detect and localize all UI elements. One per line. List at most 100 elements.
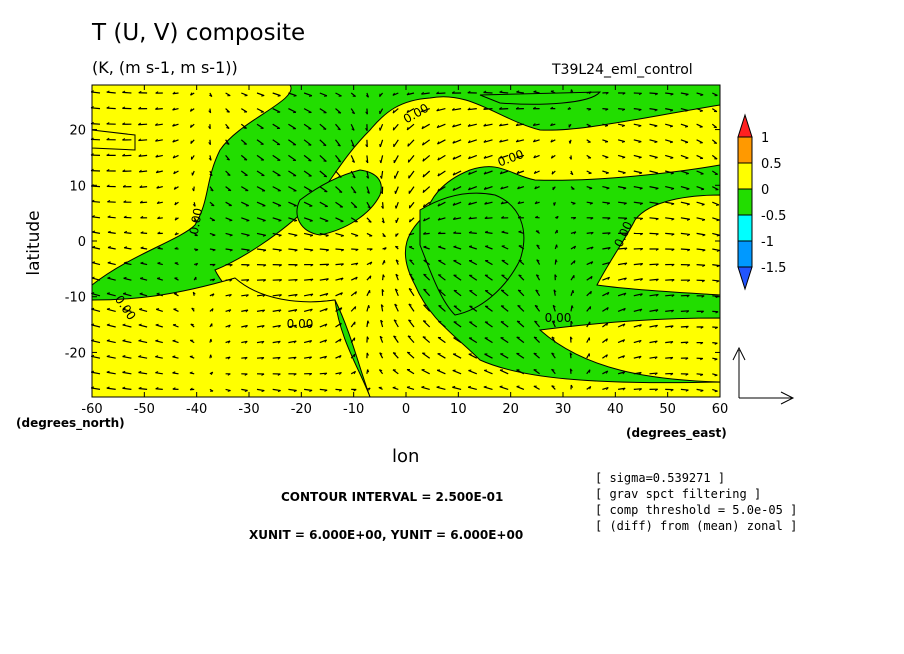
wind-arrow [423, 246, 430, 250]
wind-arrow [516, 170, 525, 175]
wind-arrow-head [189, 124, 192, 128]
wind-arrow-head [436, 385, 440, 388]
wind-arrow-head [408, 219, 411, 223]
wind-arrow-head [156, 308, 160, 310]
wind-arrow [712, 279, 720, 282]
wind-arrow [241, 388, 248, 392]
wind-arrow-head [340, 292, 343, 296]
wind-arrow-head [714, 342, 718, 345]
wind-arrow [392, 123, 399, 131]
wind-arrow-head [392, 110, 395, 114]
wind-arrow [649, 139, 658, 143]
wind-arrow [437, 186, 446, 192]
wind-arrow-head [654, 388, 658, 392]
wind-arrow-head [533, 170, 537, 174]
wind-arrow [533, 139, 540, 143]
wind-arrow-head [278, 234, 282, 237]
wind-arrow [422, 139, 431, 146]
wind-arrow [241, 92, 248, 97]
x-tick-label: 40 [607, 402, 624, 417]
wind-arrow [172, 154, 179, 159]
wind-arrow-head [499, 139, 502, 143]
wind-arrow-head [499, 155, 503, 159]
wind-arrow [517, 201, 525, 205]
wind-arrow-head [212, 234, 216, 237]
wind-arrow [469, 305, 478, 312]
wind-arrow [438, 320, 446, 328]
y-tick-label: 20 [69, 124, 86, 139]
wind-arrow-head [154, 123, 158, 126]
wind-arrow [366, 170, 370, 179]
wind-arrow [518, 259, 525, 266]
wind-arrow [452, 154, 462, 160]
wind-arrow-head [227, 390, 231, 392]
wind-arrow-head [353, 191, 357, 194]
wind-arrow [649, 201, 659, 205]
wind-arrow [393, 139, 399, 148]
wind-arrow-head [468, 202, 471, 205]
wind-arrow-head [226, 111, 230, 113]
wind-arrow [392, 92, 399, 96]
wind-arrow-head [326, 263, 330, 267]
wind-arrow-head [699, 110, 703, 112]
wind-arrow-head [638, 92, 642, 96]
wind-arrow-head [106, 370, 110, 373]
x-axis-unit: (degrees_east) [626, 426, 727, 440]
wind-arrow [406, 108, 415, 114]
wind-arrow [586, 201, 593, 204]
wind-arrow-head [324, 389, 328, 392]
wind-arrow-head [452, 124, 455, 128]
wind-arrow [408, 186, 415, 194]
wind-arrow-head [571, 89, 574, 93]
wind-arrow-head [368, 387, 371, 391]
wind-arrow [586, 246, 594, 250]
wind-arrow-head [567, 106, 571, 110]
wind-arrow-head [714, 390, 718, 393]
wind-arrow-head [122, 386, 126, 389]
wind-arrow-head [244, 357, 248, 360]
wind-arrow [516, 154, 525, 159]
wind-arrow-head [571, 305, 574, 309]
wind-arrow [468, 217, 477, 220]
colorbar-swatch [737, 162, 753, 190]
wind-arrow-head [533, 155, 536, 159]
wind-arrow [586, 321, 591, 328]
wind-arrow-head [715, 311, 719, 314]
x-tick-label: 20 [502, 402, 519, 417]
wind-arrow-head [517, 186, 520, 190]
wind-arrow [406, 386, 415, 390]
wind-arrow-head [140, 277, 144, 279]
wind-arrow-head [408, 303, 412, 306]
wind-arrow-head [173, 186, 176, 190]
wind-arrow [665, 325, 674, 328]
wind-arrow [155, 154, 163, 158]
wind-arrow [696, 232, 706, 236]
wind-arrow-head [365, 160, 369, 164]
wind-arrow-head [700, 326, 704, 329]
wind-arrow [380, 155, 384, 164]
wind-arrow [517, 305, 525, 312]
wind-arrow-head [568, 140, 571, 144]
wind-arrow [437, 139, 446, 145]
wind-arrow-head [138, 339, 142, 342]
wind-arrow-head [261, 95, 265, 97]
wind-arrow [288, 324, 297, 328]
wind-arrow-head [606, 307, 609, 311]
wind-arrow [484, 353, 493, 359]
wind-arrow [366, 320, 369, 328]
wind-arrow-head [384, 247, 387, 251]
wind-arrow-head [323, 160, 327, 162]
wind-arrow [303, 293, 314, 297]
wind-arrow [379, 336, 384, 343]
wind-arrow [665, 356, 673, 359]
wind-arrow [649, 340, 658, 344]
wind-arrow [288, 248, 298, 251]
wind-arrow-head [420, 109, 424, 113]
wind-arrow [468, 201, 477, 206]
wind-arrow [335, 123, 341, 131]
wind-arrow-head [393, 352, 397, 354]
wind-arrow-head [685, 325, 689, 329]
wind-arrow-head [106, 106, 110, 109]
wind-arrow-head [379, 175, 382, 179]
wind-arrow [421, 92, 430, 95]
